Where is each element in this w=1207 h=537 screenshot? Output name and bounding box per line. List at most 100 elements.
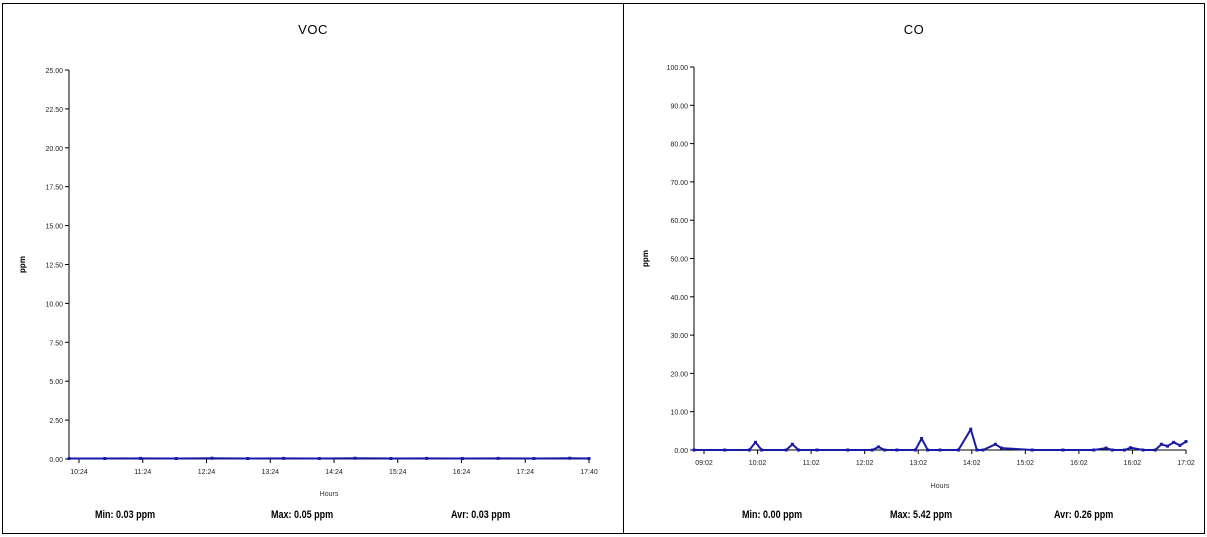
data-point bbox=[317, 457, 321, 461]
data-point bbox=[1159, 442, 1163, 446]
x-tick-label: 12:24 bbox=[198, 469, 216, 476]
data-point bbox=[1172, 440, 1176, 444]
data-point bbox=[797, 448, 801, 452]
data-point bbox=[760, 448, 764, 452]
x-axis-title: Hours bbox=[931, 483, 950, 490]
data-point bbox=[926, 448, 930, 452]
y-tick-label: 70.00 bbox=[670, 180, 688, 187]
x-tick-label: 17:24 bbox=[516, 469, 534, 476]
series-line bbox=[694, 426, 1187, 451]
data-point bbox=[870, 448, 874, 452]
x-tick-label: 15:02 bbox=[1017, 460, 1035, 467]
data-point bbox=[1123, 448, 1126, 452]
y-tick-label: 5.00 bbox=[49, 379, 63, 386]
x-tick-label: 13:02 bbox=[909, 460, 927, 467]
data-point bbox=[1166, 444, 1170, 448]
data-point bbox=[282, 456, 286, 460]
y-tick-label: 22.50 bbox=[45, 107, 63, 114]
data-point bbox=[993, 442, 997, 446]
y-tick-label: 20.00 bbox=[670, 371, 688, 378]
data-point bbox=[981, 448, 985, 452]
x-tick-label: 16:02 bbox=[1124, 460, 1142, 467]
data-point bbox=[1141, 448, 1145, 452]
data-point bbox=[246, 457, 250, 461]
y-tick-label: 90.00 bbox=[670, 103, 688, 110]
data-point bbox=[103, 457, 107, 461]
min-stat: Min: 0.00 ppm bbox=[742, 509, 803, 521]
x-tick-label: 17:40 bbox=[580, 469, 598, 476]
x-tick-label: 15:24 bbox=[389, 469, 407, 476]
x-tick-label: 16:02 bbox=[1070, 460, 1088, 467]
y-tick-label: 10.00 bbox=[670, 410, 688, 417]
data-point bbox=[956, 448, 960, 452]
voc-plot: 0.00 2.50 5.00 7.50 10.00 12.50 15.00 17.50 20.0… bbox=[18, 68, 598, 498]
x-tick-label: 11:02 bbox=[803, 460, 820, 467]
y-tick-label: 80.00 bbox=[670, 142, 688, 149]
y-tick-label: 25.00 bbox=[45, 68, 63, 75]
data-point bbox=[1000, 446, 1003, 450]
y-tick-label: 15.00 bbox=[45, 224, 63, 231]
avg-stat: Avr: 0.26 ppm bbox=[1054, 509, 1114, 521]
chart-title: VOC bbox=[298, 22, 328, 37]
x-tick-label: 10:24 bbox=[70, 469, 88, 476]
x-tick-label: 14:02 bbox=[963, 460, 981, 467]
x-tick-label: 12:02 bbox=[856, 460, 874, 467]
data-point bbox=[895, 448, 899, 452]
x-tick-label: 17:02 bbox=[1177, 460, 1195, 467]
data-point bbox=[1178, 443, 1182, 447]
data-point bbox=[784, 448, 788, 452]
data-point bbox=[754, 440, 757, 444]
data-point bbox=[913, 448, 917, 452]
y-tick-label: 20.00 bbox=[45, 146, 63, 153]
x-tick-label: 14:24 bbox=[325, 469, 343, 476]
data-point bbox=[389, 457, 393, 461]
data-point bbox=[846, 448, 850, 452]
x-axis-title: Hours bbox=[320, 491, 339, 498]
co-plot: 0.00 10.00 20.00 30.00 40.00 50.00 60.00 70.00 8… bbox=[641, 65, 1195, 490]
data-point bbox=[353, 456, 357, 460]
data-point bbox=[1184, 440, 1188, 444]
y-tick-label: 17.50 bbox=[45, 185, 63, 192]
data-point bbox=[587, 457, 591, 461]
data-point bbox=[532, 457, 536, 461]
data-point bbox=[460, 457, 464, 461]
data-point bbox=[1153, 448, 1157, 452]
data-point bbox=[1092, 448, 1096, 452]
data-point bbox=[723, 448, 727, 452]
co-chart-panel: CO 0.00 10.00 20.00 30.00 40.00 50.00 60.00 70.… bbox=[623, 3, 1205, 534]
data-point bbox=[1129, 446, 1133, 450]
x-tick-label: 10:02 bbox=[749, 460, 767, 467]
voc-chart-panel: VOC 0.00 2.50 5.00 7.50 10.00 12.50 15.00 17.50… bbox=[2, 3, 624, 534]
y-tick-label: 60.00 bbox=[670, 218, 688, 225]
data-point bbox=[1104, 446, 1108, 450]
y-tick-label: 0.00 bbox=[674, 448, 688, 455]
x-tick-label: 11:24 bbox=[134, 469, 151, 476]
data-point bbox=[815, 448, 819, 452]
data-point bbox=[883, 448, 887, 452]
data-point bbox=[210, 456, 214, 460]
data-point bbox=[1061, 448, 1065, 452]
data-point bbox=[1110, 448, 1114, 452]
x-tick-label: 13:24 bbox=[261, 469, 279, 476]
data-point bbox=[877, 445, 880, 449]
data-point bbox=[139, 456, 143, 460]
data-point bbox=[174, 457, 178, 461]
y-axis-title: ppm bbox=[18, 256, 27, 273]
data-point bbox=[790, 442, 794, 446]
x-tick-label: 09:02 bbox=[695, 460, 713, 467]
avg-stat: Avr: 0.03 ppm bbox=[451, 509, 511, 521]
data-point bbox=[1030, 448, 1034, 452]
data-point bbox=[747, 448, 751, 452]
y-tick-label: 2.50 bbox=[49, 418, 63, 425]
data-point bbox=[568, 456, 572, 460]
data-point bbox=[969, 427, 973, 431]
y-tick-label: 30.00 bbox=[670, 333, 688, 340]
y-tick-label: 40.00 bbox=[670, 295, 688, 302]
data-point bbox=[496, 456, 500, 460]
data-point bbox=[938, 448, 942, 452]
max-stat: Max: 0.05 ppm bbox=[271, 509, 334, 521]
y-axis-title: ppm bbox=[641, 250, 650, 267]
chart-title: CO bbox=[903, 22, 925, 37]
min-stat: Min: 0.03 ppm bbox=[95, 509, 156, 521]
y-tick-label: 0.00 bbox=[49, 457, 63, 464]
